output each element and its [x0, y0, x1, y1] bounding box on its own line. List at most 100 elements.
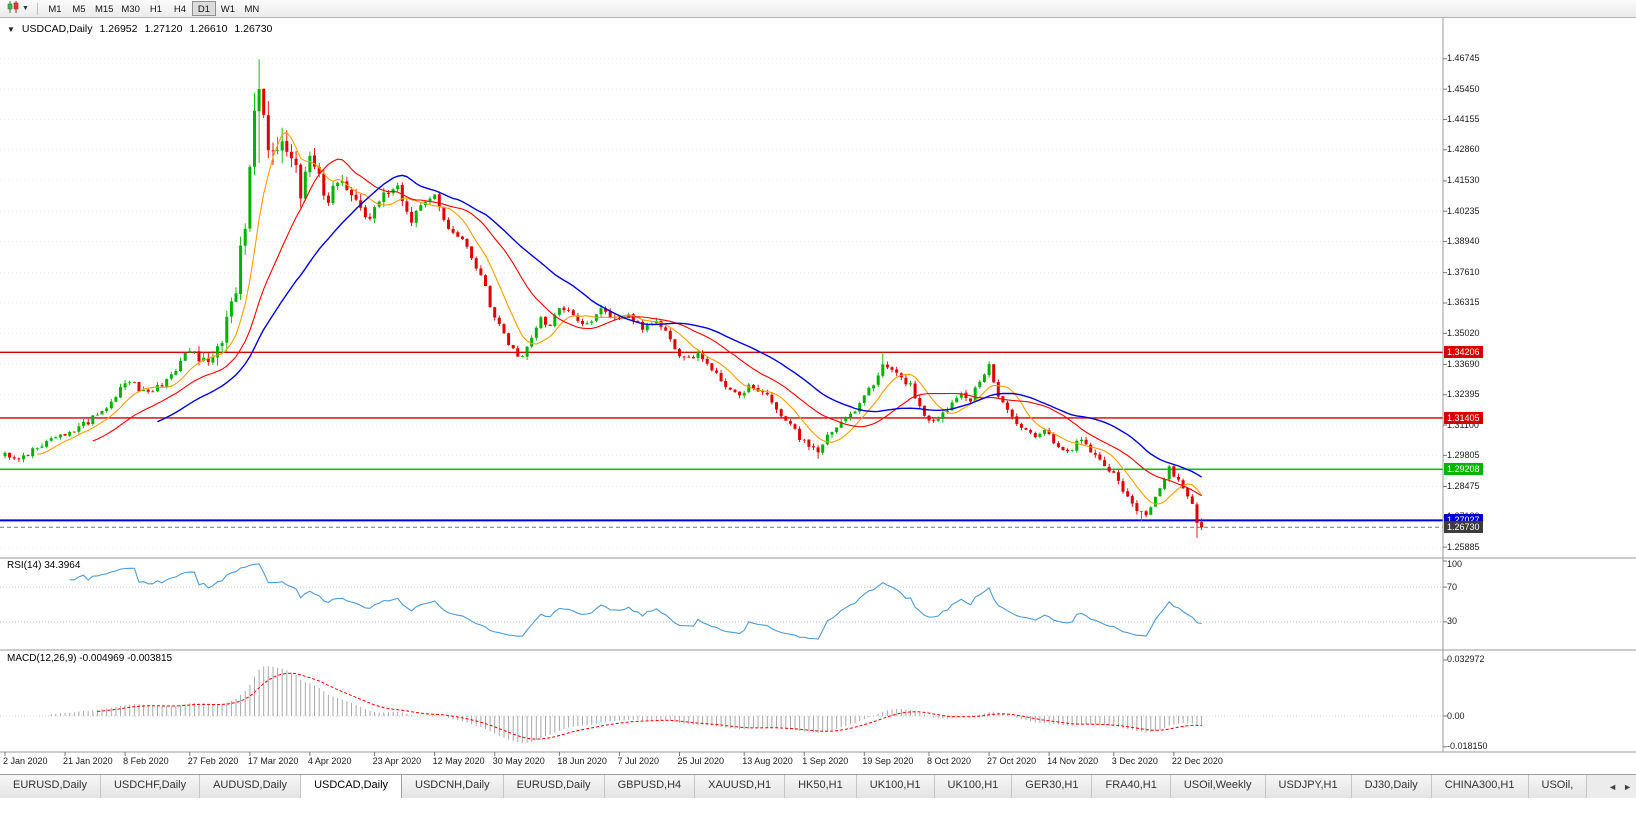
chart-tab-ger30-h1[interactable]: GER30,H1	[1012, 775, 1093, 798]
chart-tab-usdcad-daily[interactable]: USDCAD,Daily	[301, 775, 403, 798]
date-axis-label: 14 Nov 2020	[1047, 756, 1099, 766]
tab-scroll-arrows: ◄ ►	[1604, 775, 1636, 798]
resistance-line-lower-price-badge: 1.31405	[1444, 412, 1483, 424]
price-axis-label: 1.42860	[1447, 144, 1480, 155]
chart-tab-audusd-daily[interactable]: AUDUSD,Daily	[200, 775, 302, 798]
date-axis-label: 4 Apr 2020	[307, 756, 352, 766]
rsi-axis-label: 70	[1447, 581, 1458, 592]
timeframe-button-mn[interactable]: MN	[244, 4, 260, 15]
date-axis-label: 1 Sep 2020	[802, 756, 849, 766]
moving-average-slow	[157, 174, 1202, 478]
chart-tab-usdjpy-h1[interactable]: USDJPY,H1	[1265, 775, 1352, 798]
timeframe-button-w1[interactable]: W1	[220, 4, 236, 15]
rsi-axis-label: 100	[1447, 559, 1463, 569]
price-axis-label: 1.45450	[1447, 83, 1480, 94]
up-candle-wicks	[4, 59, 1170, 522]
moving-average-medium	[92, 158, 1202, 497]
price-axis-label: 1.29805	[1447, 449, 1480, 460]
timeframe-button-m5[interactable]: M5	[72, 4, 86, 15]
date-axis-label: 27 Oct 2020	[987, 756, 1037, 766]
timeframe-toolbar: ▼ M1 M5 M15 M30 H1 H4 D1 W1 MN	[0, 0, 1636, 18]
down-candle-wicks	[9, 88, 1203, 538]
ohlc-high: 1.27120	[144, 23, 183, 35]
date-axis-label: 30 May 2020	[492, 756, 545, 766]
tab-scroll-left-button[interactable]: ◄	[1608, 781, 1618, 792]
price-axis-label: 1.33690	[1447, 358, 1480, 369]
date-axis-label: 23 Apr 2020	[372, 756, 422, 766]
date-axis-label: 7 Jul 2020	[617, 756, 659, 766]
chart-ohlc-header: ▼ USDCAD,Daily 1.26952 1.27120 1.26610 1…	[7, 23, 272, 35]
chart-tab-fra40-h1[interactable]: FRA40,H1	[1092, 775, 1171, 798]
macd-signal-line	[97, 672, 1202, 740]
macd-indicator-label: MACD(12,26,9) -0.004969 -0.003815	[7, 653, 173, 664]
price-axis-label: 1.36315	[1447, 297, 1480, 308]
timeframe-button-h1[interactable]: H1	[149, 4, 162, 15]
timeframe-buttons-group: M1 M5 M15 M30 H1 H4 D1 W1 MN	[43, 1, 264, 16]
chevron-down-icon: ▼	[22, 4, 29, 12]
timeframe-button-m15[interactable]: M15	[94, 4, 114, 15]
chart-tab-usdchf-daily[interactable]: USDCHF,Daily	[100, 775, 201, 798]
timeframe-button-d1[interactable]: D1	[191, 1, 216, 16]
timeframe-button-m1[interactable]: M1	[48, 4, 62, 15]
collapse-triangle-icon[interactable]: ▼	[7, 24, 15, 34]
price-axis-label: 1.25885	[1447, 541, 1480, 552]
chart-tab-gbpusd-h4[interactable]: GBPUSD,H4	[604, 775, 696, 798]
bid-price-line-price-badge: 1.26730	[1444, 521, 1483, 533]
chart-tab-usoil-weekly[interactable]: USOil,Weekly	[1170, 775, 1266, 798]
chart-tab-dj30-daily[interactable]: DJ30,Daily	[1351, 775, 1432, 798]
macd-axis-label: -0.018150	[1447, 741, 1488, 751]
date-axis-label: 8 Oct 2020	[927, 756, 972, 766]
tab-scroll-right-button[interactable]: ►	[1623, 781, 1632, 792]
chart-symbol-period: USDCAD,Daily	[21, 23, 93, 35]
price-axis-label: 1.38940	[1447, 236, 1480, 247]
chart-tab-eurusd-daily[interactable]: EURUSD,Daily	[0, 775, 101, 798]
rsi-indicator-label: RSI(14) 34.3964	[7, 560, 81, 571]
chart-tab-eurusd-daily[interactable]: EURUSD,Daily	[503, 775, 605, 798]
price-axis-label: 1.44155	[1447, 113, 1480, 124]
chart-tab-xauusd-h1[interactable]: XAUUSD,H1	[695, 775, 786, 798]
date-axis-label: 19 Sep 2020	[862, 756, 914, 766]
price-axis-label: 1.32395	[1447, 389, 1480, 400]
date-axis-label: 12 May 2020	[432, 756, 485, 766]
date-axis-label: 18 Jun 2020	[557, 756, 607, 766]
chart-type-button[interactable]: ▼	[4, 0, 32, 18]
price-axis-label: 1.40235	[1447, 205, 1480, 216]
macd-axis-label: 0.032972	[1447, 654, 1485, 665]
date-axis-label: 22 Dec 2020	[1171, 756, 1223, 766]
date-axis-label: 21 Jan 2020	[63, 756, 113, 766]
chart-tab-bar: EURUSD,Daily USDCHF,Daily AUDUSD,Daily USDC…	[0, 774, 1636, 798]
toolbar-separator	[36, 2, 38, 15]
ohlc-open: 1.26952	[99, 23, 138, 35]
price-axis-label: 1.41530	[1447, 175, 1480, 186]
price-axis-label: 1.37610	[1447, 267, 1480, 278]
date-axis-label: 13 Aug 2020	[742, 756, 793, 766]
chart-tab-uk100-h1[interactable]: UK100,H1	[856, 775, 935, 798]
date-axis-label: 25 Jul 2020	[677, 756, 725, 766]
chart-tab-china300-h1[interactable]: CHINA300,H1	[1431, 775, 1529, 798]
price-axis-label: 1.35020	[1447, 327, 1480, 338]
macd-histogram	[50, 666, 1203, 744]
candlestick-chart-icon	[7, 0, 20, 18]
price-axis-label: 1.46745	[1447, 53, 1480, 64]
timeframe-button-h4[interactable]: H4	[173, 4, 186, 15]
resistance-line-upper-price-badge: 1.34206	[1444, 346, 1483, 358]
price-axis-label: 1.31100	[1447, 419, 1479, 430]
chart-tab-usdcnh-daily[interactable]: USDCNH,Daily	[402, 775, 504, 798]
date-axis-label: 8 Feb 2020	[123, 756, 169, 766]
chart-tab-usoil[interactable]: USOil,	[1528, 775, 1588, 798]
date-axis-label: 3 Dec 2020	[1111, 756, 1158, 766]
chart-tab-hk50-h1[interactable]: HK50,H1	[785, 775, 857, 798]
date-axis-label: 17 Mar 2020	[247, 756, 299, 766]
chart-tab-uk100-h1[interactable]: UK100,H1	[934, 775, 1013, 798]
price-axis-label: 1.28475	[1447, 480, 1480, 491]
rsi-line	[69, 563, 1202, 640]
timeframe-button-m30[interactable]: M30	[121, 4, 140, 15]
date-axis-label: 2 Jan 2020	[3, 756, 48, 766]
macd-axis-label: 0.00	[1447, 710, 1465, 721]
date-axis-label: 27 Feb 2020	[187, 756, 239, 766]
up-candle-bodies	[3, 89, 1171, 515]
ohlc-low: 1.26610	[189, 23, 228, 35]
support-line-green-price-badge: 1.29208	[1444, 463, 1483, 475]
